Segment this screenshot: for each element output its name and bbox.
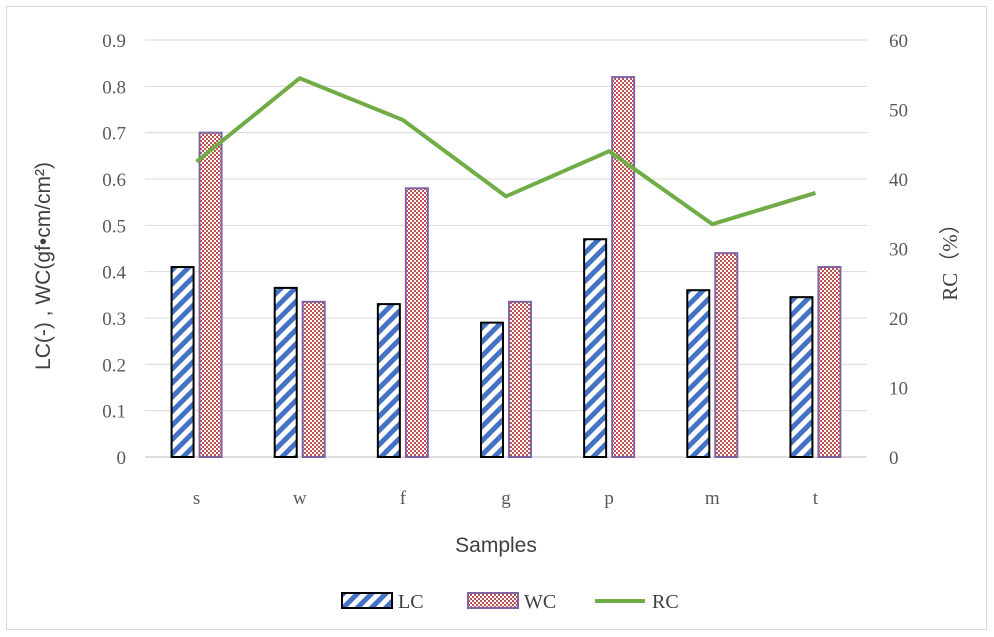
bar-wc-g xyxy=(508,300,532,458)
bar-lc-w xyxy=(273,286,298,458)
tick-labels: 0 0.1 0.2 0.3 0.4 0.5 0.6 0.7 0.8 0.9 0 10 20 30 40 50 6… xyxy=(102,31,908,509)
y-tick-label: 0.5 xyxy=(102,216,126,237)
y2-tick-label: 40 xyxy=(889,170,908,191)
bar-wc-m xyxy=(714,252,739,458)
x-tick-label: f xyxy=(400,488,407,509)
bars xyxy=(170,76,842,459)
legend-label-wc: WC xyxy=(524,591,556,613)
x-tick-label: w xyxy=(293,488,307,509)
y2-axis-title: RC（%） xyxy=(938,213,962,301)
bar-lc-p xyxy=(583,238,608,458)
bar-wc-s xyxy=(198,131,223,459)
y2-tick-label: 10 xyxy=(889,379,908,400)
bar-lc-g xyxy=(480,321,504,458)
bar-lc-m xyxy=(686,289,711,459)
x-axis-title: Samples xyxy=(455,534,537,557)
rc-line xyxy=(195,76,817,227)
y-tick-label: 0.6 xyxy=(102,170,126,191)
legend: LC WC RC xyxy=(341,591,679,613)
legend-label-lc: LC xyxy=(398,591,424,613)
y-tick-label: 0.4 xyxy=(102,263,126,284)
x-tick-label: m xyxy=(705,488,720,509)
y-tick-label: 0.2 xyxy=(102,355,126,376)
bar-lc-f xyxy=(376,303,401,458)
y2-tick-label: 30 xyxy=(889,240,908,261)
y-tick-label: 0.7 xyxy=(102,124,126,145)
y-axis-title: LC(-) , WC(gf•cm/cm²) xyxy=(32,162,55,370)
x-tick-label: p xyxy=(604,488,614,509)
bar-wc-p xyxy=(611,76,636,458)
y-tick-label: 0.3 xyxy=(102,309,126,330)
y2-tick-label: 0 xyxy=(889,448,899,469)
y-tick-label: 0.9 xyxy=(102,31,126,52)
bar-lc-s xyxy=(170,266,195,458)
y-tick-label: 0 xyxy=(117,448,127,469)
x-tick-label: t xyxy=(813,488,819,509)
y-tick-label: 0.8 xyxy=(102,77,126,98)
y-tick-label: 0.1 xyxy=(102,402,126,423)
bar-wc-f xyxy=(404,187,429,458)
bar-lc-t xyxy=(789,296,814,458)
y2-tick-label: 50 xyxy=(889,101,908,122)
legend-swatch-lc xyxy=(341,592,393,609)
legend-label-rc: RC xyxy=(652,591,679,613)
bar-wc-t xyxy=(817,266,842,458)
x-tick-label: s xyxy=(193,488,200,509)
y2-tick-label: 60 xyxy=(889,31,908,52)
x-tick-label: g xyxy=(501,488,511,509)
rc-line-group xyxy=(195,76,817,227)
legend-swatch-wc xyxy=(467,592,519,609)
bar-wc-w xyxy=(301,300,326,458)
gridlines xyxy=(145,39,867,458)
y2-tick-label: 20 xyxy=(889,309,908,330)
